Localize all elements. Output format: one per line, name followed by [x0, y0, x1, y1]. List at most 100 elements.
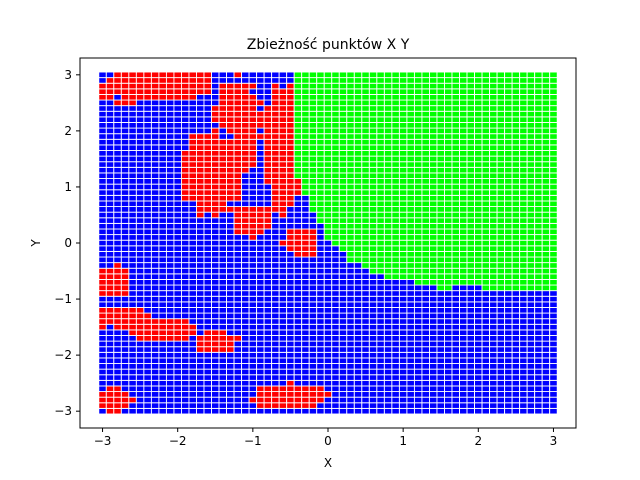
data-point [429, 402, 438, 409]
data-point [496, 99, 506, 107]
data-point [421, 105, 430, 112]
data-point [316, 222, 325, 230]
data-point [316, 77, 325, 84]
data-point [188, 82, 197, 90]
data-point [226, 200, 235, 208]
data-point [466, 155, 475, 163]
data-point [263, 133, 273, 140]
data-point [489, 407, 498, 415]
data-point [474, 234, 483, 241]
data-point [496, 122, 506, 129]
data-point [481, 357, 491, 364]
data-point [436, 82, 445, 90]
data-point [120, 144, 130, 151]
data-point [173, 228, 182, 236]
data-point [474, 71, 483, 79]
data-point [481, 217, 491, 224]
data-point [286, 284, 295, 292]
data-point [165, 206, 175, 213]
data-point [368, 323, 378, 331]
data-point [248, 77, 258, 84]
data-point [165, 262, 175, 269]
data-point [466, 150, 475, 157]
data-point [263, 88, 273, 95]
data-point [226, 312, 235, 320]
data-point [549, 335, 558, 342]
data-point [113, 312, 122, 320]
data-point [173, 133, 182, 140]
data-point [165, 178, 175, 185]
data-point [489, 217, 498, 224]
data-point [429, 93, 438, 101]
data-point [466, 77, 475, 84]
data-point [293, 133, 303, 140]
data-point [233, 346, 243, 353]
data-point [534, 307, 543, 314]
data-point [98, 217, 107, 224]
data-point [511, 363, 521, 370]
data-point [451, 329, 460, 336]
data-point [158, 133, 167, 140]
data-point [376, 127, 385, 135]
data-point [444, 222, 453, 230]
data-point [444, 166, 453, 174]
data-point [316, 150, 325, 157]
data-point [496, 222, 506, 230]
data-point [444, 144, 453, 151]
data-point [331, 307, 340, 314]
data-point [444, 351, 453, 359]
data-point [368, 105, 378, 112]
data-point [391, 189, 400, 196]
data-point [474, 346, 483, 353]
data-point [331, 211, 340, 219]
data-point [211, 93, 220, 101]
data-point [180, 82, 190, 90]
data-point [361, 200, 370, 208]
data-point [143, 239, 152, 247]
data-point [511, 105, 521, 112]
data-point [271, 396, 280, 404]
data-point [353, 357, 363, 364]
data-point [105, 301, 115, 308]
data-point [263, 71, 273, 79]
data-point [511, 150, 521, 157]
data-point [496, 318, 506, 325]
data-point [436, 351, 445, 359]
data-point [504, 206, 513, 213]
data-point [233, 150, 243, 157]
data-point [256, 116, 265, 123]
data-point [361, 239, 370, 247]
data-point [98, 262, 107, 269]
data-point [421, 82, 430, 90]
data-point [165, 222, 175, 230]
data-point [481, 234, 491, 241]
data-point [105, 144, 115, 151]
data-point [496, 88, 506, 95]
data-point [429, 346, 438, 353]
data-point [98, 200, 107, 208]
data-point [436, 402, 445, 409]
data-point [466, 295, 475, 303]
data-point [346, 368, 355, 376]
data-point [429, 144, 438, 151]
data-point [361, 407, 370, 415]
data-point [218, 290, 227, 297]
data-point [413, 379, 423, 387]
data-point [489, 71, 498, 79]
data-point [534, 138, 543, 146]
data-point [135, 273, 145, 280]
data-point [398, 93, 408, 101]
data-point [413, 105, 423, 112]
data-point [173, 256, 182, 264]
data-point [534, 351, 543, 359]
data-point [196, 82, 205, 90]
data-point [293, 200, 303, 208]
data-point [248, 250, 258, 258]
data-point [173, 273, 182, 280]
data-point [526, 122, 536, 129]
data-point [451, 407, 460, 415]
data-point [398, 256, 408, 264]
data-point [368, 385, 378, 393]
data-point [173, 77, 182, 84]
data-point [391, 228, 400, 236]
